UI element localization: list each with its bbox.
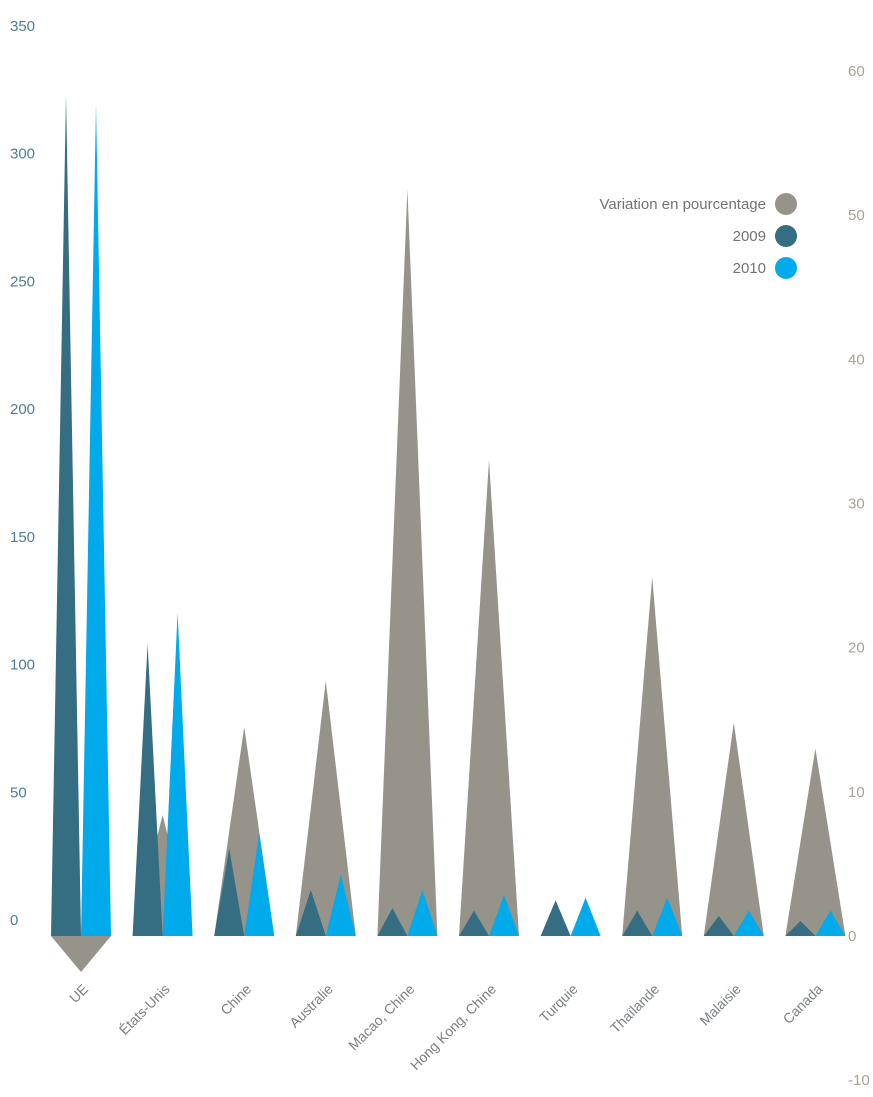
chart-marks bbox=[51, 94, 846, 973]
left-axis-tick-label: 150 bbox=[10, 529, 35, 546]
series-2009-mark bbox=[540, 900, 571, 936]
right-axis-tick-label: 50 bbox=[848, 207, 865, 224]
pct-change-mark bbox=[703, 722, 764, 936]
x-tick-label: États-Unis bbox=[116, 981, 173, 1038]
left-axis-tick-label: 300 bbox=[10, 146, 35, 163]
left-axis-tick-label: 350 bbox=[10, 18, 35, 35]
right-axis: -10 0 10 20 30 40 50 60 bbox=[848, 63, 870, 1089]
x-tick-label: UE bbox=[66, 981, 91, 1006]
left-axis: 0 50 100 150 200 250 300 350 bbox=[10, 18, 35, 929]
series-2009-mark bbox=[459, 910, 489, 936]
left-axis-tick-label: 250 bbox=[10, 273, 35, 290]
legend: Variation en pourcentage 2009 2010 bbox=[599, 193, 797, 279]
right-axis-tick-label: 10 bbox=[848, 784, 865, 801]
pct-change-mark bbox=[459, 460, 519, 936]
x-tick-label: Thaïlande bbox=[607, 981, 662, 1036]
right-axis-tick-label: 40 bbox=[848, 351, 865, 368]
pct-change-mark bbox=[295, 680, 356, 936]
series-2009-mark bbox=[214, 848, 245, 936]
series-2009-mark bbox=[377, 908, 408, 936]
series-2009-mark bbox=[295, 889, 326, 936]
right-axis-tick-label: -10 bbox=[848, 1072, 870, 1089]
series-2009-mark bbox=[622, 910, 653, 936]
pct-change-mark bbox=[785, 748, 846, 936]
left-axis-tick-label: 100 bbox=[10, 657, 35, 674]
pct-change-mark bbox=[622, 577, 683, 936]
left-axis-tick-label: 200 bbox=[10, 401, 35, 418]
right-axis-tick-label: 30 bbox=[848, 496, 865, 513]
x-tick-label: Turquie bbox=[536, 981, 581, 1026]
x-tick-label: Hong Kong, Chine bbox=[407, 981, 499, 1073]
right-axis-tick-label: 0 bbox=[848, 928, 856, 945]
x-tick-label: Macao, Chine bbox=[345, 981, 418, 1054]
legend-swatch bbox=[775, 257, 797, 279]
series-2009-mark bbox=[703, 915, 734, 936]
pct-change-mark bbox=[377, 189, 438, 936]
series-2010-mark bbox=[733, 910, 764, 936]
legend-label: 2010 bbox=[733, 260, 766, 277]
x-axis: UE États-Unis Chine Australie Macao, ChineHo… bbox=[66, 981, 826, 1073]
x-tick-label: Chine bbox=[217, 981, 254, 1018]
left-axis-tick-label: 50 bbox=[10, 784, 27, 801]
series-2010-mark bbox=[81, 104, 111, 936]
right-axis-tick-label: 60 bbox=[848, 63, 865, 80]
x-tick-label: Malaisie bbox=[696, 981, 744, 1029]
legend-swatch bbox=[775, 193, 797, 215]
series-2009-mark bbox=[132, 643, 163, 936]
pct-change-mark bbox=[51, 936, 111, 973]
series-2010-mark bbox=[815, 910, 846, 936]
series-2010-mark bbox=[162, 612, 193, 936]
right-axis-tick-label: 20 bbox=[848, 640, 865, 657]
series-2010-mark bbox=[652, 897, 683, 936]
series-2010-mark bbox=[489, 895, 519, 936]
legend-label: Variation en pourcentage bbox=[599, 196, 766, 213]
legend-swatch bbox=[775, 225, 797, 247]
x-tick-label: Canada bbox=[780, 981, 826, 1027]
x-tick-label: Australie bbox=[286, 981, 336, 1031]
series-2010-mark bbox=[325, 874, 356, 936]
series-2010-mark bbox=[570, 897, 601, 936]
series-2010-mark bbox=[244, 832, 275, 936]
left-axis-tick-label: 0 bbox=[10, 912, 18, 929]
series-2009-mark bbox=[51, 94, 81, 937]
series-2010-mark bbox=[407, 889, 438, 936]
legend-label: 2009 bbox=[733, 228, 766, 245]
series-2009-mark bbox=[785, 921, 816, 936]
